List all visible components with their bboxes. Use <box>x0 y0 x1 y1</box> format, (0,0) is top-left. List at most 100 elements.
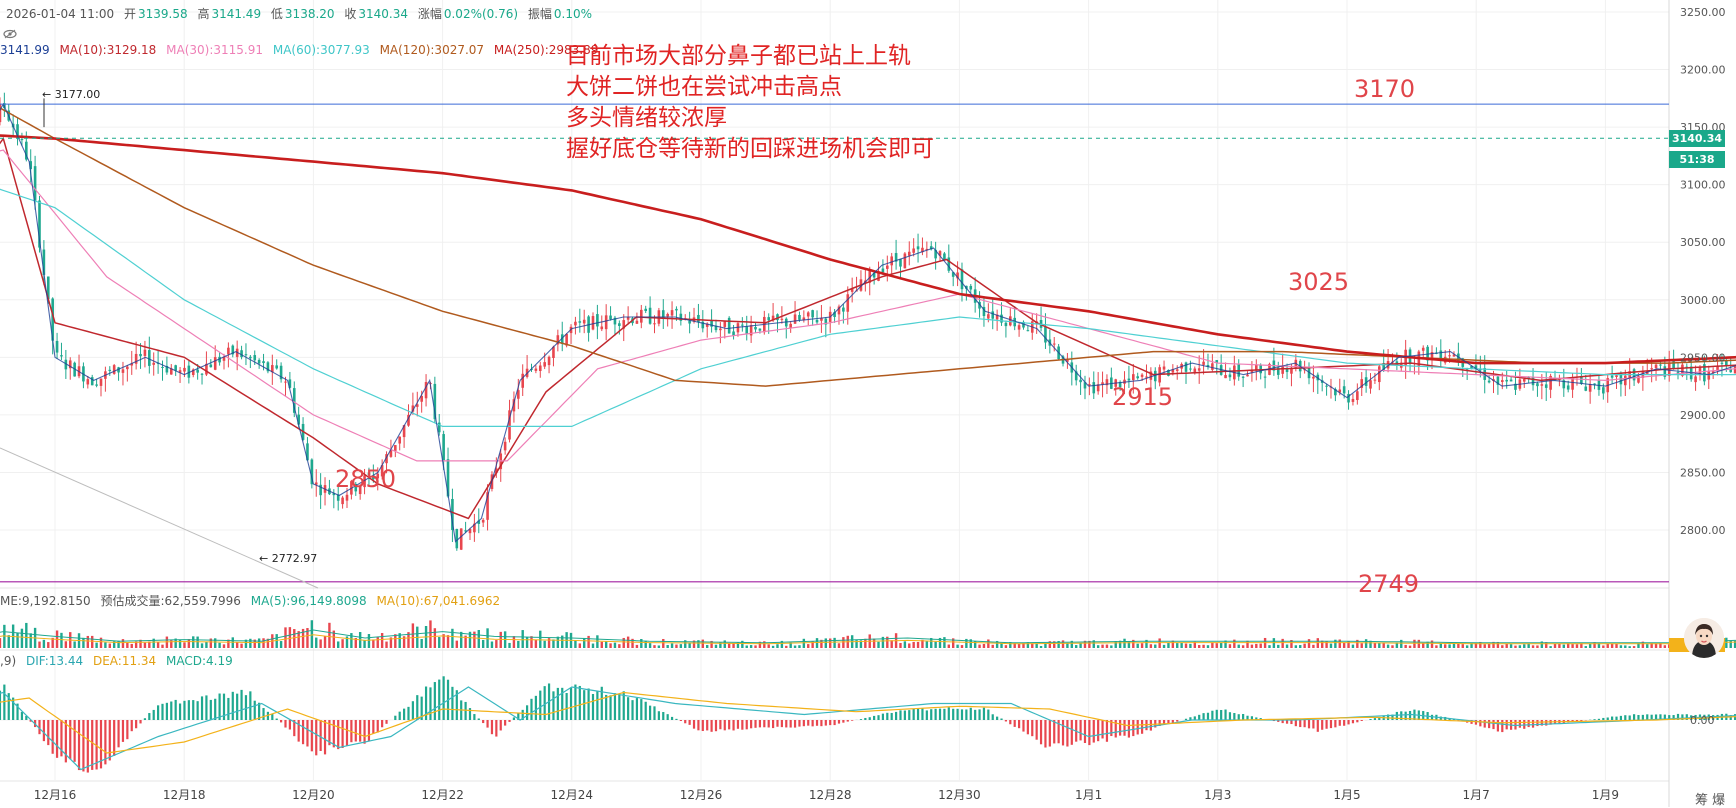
volume-bar <box>592 644 594 648</box>
macd-bar <box>675 719 677 720</box>
volume-bars <box>0 620 1736 652</box>
x-tick-label: 1月7 <box>1463 788 1490 802</box>
macd-bar <box>710 720 712 732</box>
macd-bar <box>609 695 611 720</box>
candle-body <box>262 361 265 363</box>
volume-bar <box>223 644 225 648</box>
macd-bar <box>232 692 234 720</box>
macd-bar <box>491 720 493 734</box>
level-2850-label: 2850 <box>335 465 396 493</box>
macd-bar <box>1308 720 1310 728</box>
volume-bar <box>438 637 440 648</box>
volume-bar <box>1303 644 1305 648</box>
volume-bar <box>293 629 295 648</box>
candle-body <box>56 341 59 353</box>
macd-bar <box>1593 719 1595 720</box>
candle-body <box>697 315 700 322</box>
macd-bar <box>763 720 765 727</box>
candle-body <box>675 309 678 311</box>
macd-bar <box>1330 720 1332 728</box>
candle-body <box>741 325 744 326</box>
volume-bar <box>1198 645 1200 648</box>
macd-bar <box>438 680 440 720</box>
ma30-line <box>0 150 1736 461</box>
volume-bar <box>218 643 220 648</box>
candle-body <box>574 322 577 326</box>
volume-bar <box>666 645 668 648</box>
volume-bar <box>1075 645 1077 648</box>
macd-bar <box>289 720 291 730</box>
volume-bar <box>451 629 453 648</box>
volume-bar <box>587 636 589 648</box>
macd-bar <box>262 708 264 720</box>
macd-bar <box>948 707 950 720</box>
macd-bar <box>407 707 409 720</box>
volume-bar <box>702 640 704 648</box>
macd-bar <box>1642 715 1644 720</box>
candle-body <box>346 495 349 501</box>
visibility-eye-icon[interactable] <box>3 24 17 34</box>
macd-bar <box>667 714 669 720</box>
ma-legend: 3141.99 MA(10):3129.18 MA(30):3115.91 MA… <box>0 43 604 57</box>
candle-body <box>807 312 810 316</box>
candle-body <box>1312 377 1315 379</box>
candle-body <box>1088 384 1091 385</box>
volume-bar <box>1457 644 1459 648</box>
macd-bar <box>715 720 717 731</box>
y-tick-label: 3000.00 <box>1680 294 1726 307</box>
macd-bar <box>399 712 401 720</box>
volume-bar <box>1361 643 1363 648</box>
volume-bar <box>1576 644 1578 648</box>
candle-body <box>1325 386 1328 387</box>
candle-body <box>1202 362 1205 365</box>
volume-bar <box>21 629 23 648</box>
macd-bar <box>803 720 805 726</box>
volume-bar <box>1308 639 1310 648</box>
candle-body <box>253 355 256 360</box>
volume-bar <box>122 639 124 648</box>
macd-bar <box>860 719 862 720</box>
volume-bar <box>574 640 576 648</box>
volume-bar <box>394 634 396 648</box>
volume-bar <box>1633 646 1635 648</box>
candle-body <box>653 323 656 324</box>
macd-bar <box>1356 720 1358 722</box>
macd-bar <box>355 720 357 742</box>
macd-bar <box>403 709 405 720</box>
volume-bar <box>671 643 673 648</box>
volume-bar <box>91 636 93 648</box>
x-tick-label: 12月22 <box>421 788 464 802</box>
volume-bar <box>508 643 510 648</box>
candle-body <box>1246 375 1249 377</box>
trend-line <box>0 448 318 588</box>
macd-bar <box>122 720 124 742</box>
volume-bar <box>956 645 958 648</box>
macd-bar <box>109 720 111 760</box>
macd-bar <box>385 720 387 724</box>
volume-bar <box>833 638 835 648</box>
macd-bar <box>1229 712 1231 720</box>
macd-bar <box>737 720 739 729</box>
volume-bar <box>618 644 620 648</box>
macd-bar <box>52 720 54 754</box>
candle-body <box>275 365 278 368</box>
volume-bar <box>1176 643 1178 648</box>
candle-body <box>723 321 726 327</box>
volume-bar <box>1413 640 1415 648</box>
volume-bar <box>1251 645 1253 648</box>
macd-bar <box>992 714 994 720</box>
assistant-avatar[interactable] <box>1684 618 1724 658</box>
macd-bar <box>790 720 792 728</box>
ma60-value: MA(60):3077.93 <box>273 43 370 57</box>
volume-bar <box>658 645 660 648</box>
macd-bar <box>1352 720 1354 723</box>
macd-bar <box>214 699 216 720</box>
volume-bar <box>746 645 748 648</box>
corner-tools[interactable]: 筹 爆 <box>1695 789 1725 808</box>
y-tick-label: 3100.00 <box>1680 179 1726 192</box>
volume-bar <box>1255 644 1257 648</box>
volume-bar <box>1563 645 1565 648</box>
volume-bar <box>680 644 682 648</box>
candle-body <box>890 256 893 265</box>
volume-bar <box>1268 645 1270 648</box>
